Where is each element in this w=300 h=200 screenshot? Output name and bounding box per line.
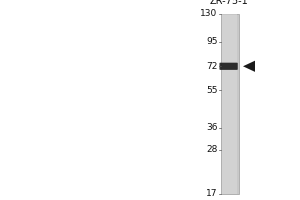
Text: 130: 130: [200, 9, 218, 19]
Bar: [220, 14, 238, 194]
Bar: [222, 14, 237, 194]
Text: 17: 17: [206, 190, 218, 198]
Text: 95: 95: [206, 37, 218, 46]
Text: 72: 72: [206, 62, 218, 71]
Text: 28: 28: [206, 145, 218, 154]
Text: 55: 55: [206, 86, 218, 95]
Polygon shape: [243, 61, 255, 72]
FancyBboxPatch shape: [220, 63, 238, 70]
Text: ZR-75-1: ZR-75-1: [210, 0, 249, 6]
Text: 36: 36: [206, 123, 218, 132]
